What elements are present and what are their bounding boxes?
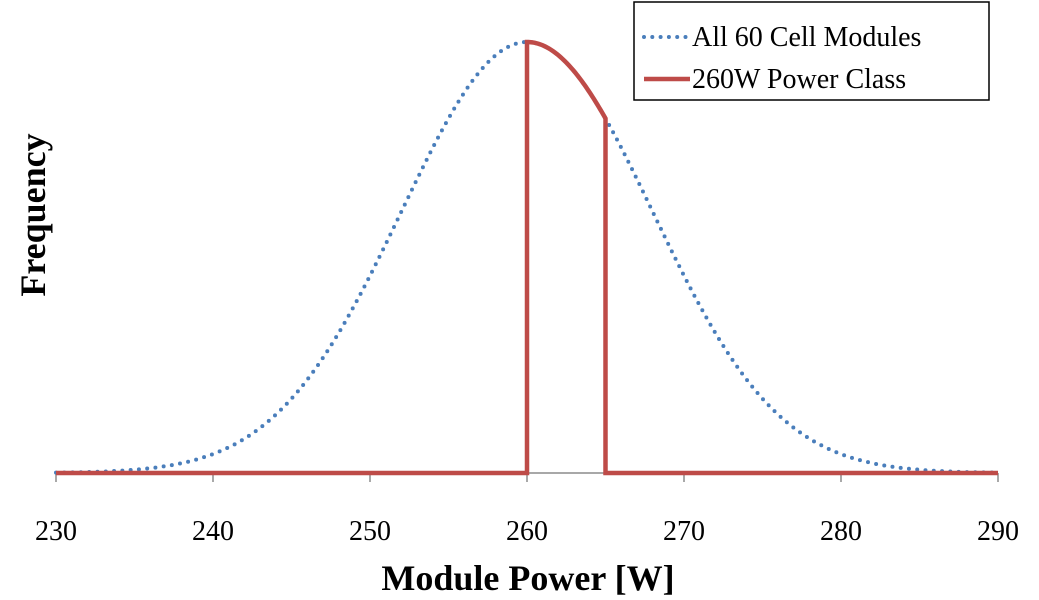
legend-box <box>633 1 990 101</box>
x-tick-label: 240 <box>192 516 234 547</box>
x-tick-label: 280 <box>820 516 862 547</box>
x-axis-title: Module Power [W] <box>381 558 674 598</box>
series-all-modules-line <box>54 39 1000 475</box>
x-tick-label: 270 <box>663 516 705 547</box>
y-axis-title: Frequency <box>13 133 53 296</box>
series-group <box>54 39 1000 476</box>
x-tick-label: 230 <box>35 516 77 547</box>
x-tick-label: 260 <box>506 516 548 547</box>
series-power-class-line <box>56 39 998 476</box>
x-tick-label: 250 <box>349 516 391 547</box>
x-tick-label: 290 <box>977 516 1019 547</box>
x-axis: 230 240 250 260 270 280 290 <box>35 472 1019 547</box>
legend-label-power-class: 260W Power Class <box>692 64 906 95</box>
legend: All 60 Cell Modules 260W Power Class <box>633 1 990 101</box>
legend-label-all-modules: All 60 Cell Modules <box>692 22 921 53</box>
